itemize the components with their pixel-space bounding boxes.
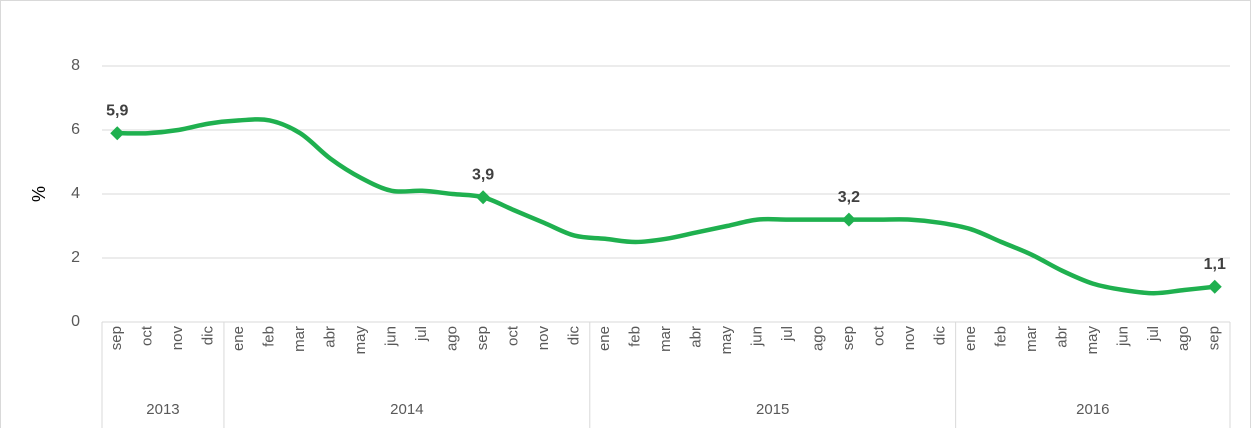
x-tick-label: may bbox=[352, 326, 369, 355]
x-tick-label: ene bbox=[596, 326, 613, 351]
y-axis-label: % bbox=[29, 186, 49, 202]
x-tick-label: dic bbox=[931, 326, 948, 346]
x-tick-label: feb bbox=[261, 326, 278, 347]
x-tick-label: mar bbox=[1023, 326, 1040, 352]
y-tick-label: 8 bbox=[71, 57, 80, 74]
x-tick-label: nov bbox=[901, 326, 918, 351]
x-tick-label: ago bbox=[444, 326, 461, 351]
x-tick-label: jun bbox=[748, 326, 765, 347]
x-tick-label: oct bbox=[505, 325, 522, 346]
x-tick-label: jul bbox=[413, 326, 430, 342]
x-tick-label: jun bbox=[383, 326, 400, 347]
marker bbox=[841, 212, 856, 227]
line bbox=[117, 117, 1215, 296]
x-tick-label: may bbox=[718, 326, 735, 355]
x-tick-label: jun bbox=[1114, 326, 1131, 347]
data-label: 1,1 bbox=[1204, 256, 1226, 273]
x-group-label: 2015 bbox=[756, 401, 789, 418]
y-tick-label: 0 bbox=[71, 313, 80, 330]
x-tick-label: jul bbox=[779, 326, 796, 342]
x-tick-label: may bbox=[1084, 326, 1101, 355]
data-label: 5,9 bbox=[106, 102, 128, 119]
x-tick-label: mar bbox=[657, 326, 674, 352]
x-tick-label: sep bbox=[1206, 326, 1223, 350]
x-tick-label: abr bbox=[1053, 326, 1070, 348]
x-tick-label: ene bbox=[962, 326, 979, 351]
marker bbox=[476, 190, 491, 205]
y-tick-label: 4 bbox=[71, 185, 80, 202]
x-tick-label: oct bbox=[139, 325, 156, 346]
x-group-label: 2014 bbox=[390, 401, 423, 418]
x-tick-label: ago bbox=[809, 326, 826, 351]
x-tick-label: sep bbox=[840, 326, 857, 350]
x-tick-label: mar bbox=[291, 326, 308, 352]
data-label: 3,2 bbox=[838, 189, 860, 206]
x-tick-label: nov bbox=[535, 326, 552, 351]
x-tick-label: feb bbox=[992, 326, 1009, 347]
x-group-label: 2016 bbox=[1076, 401, 1109, 418]
x-tick-label: dic bbox=[566, 326, 583, 346]
x-tick-label: ago bbox=[1175, 326, 1192, 351]
x-tick-label: abr bbox=[322, 326, 339, 348]
data-label: 3,9 bbox=[472, 166, 494, 183]
marker bbox=[1207, 279, 1222, 294]
x-tick-label: oct bbox=[870, 325, 887, 346]
x-tick-label: sep bbox=[108, 326, 125, 350]
x-tick-label: nov bbox=[169, 326, 186, 351]
marker bbox=[110, 126, 125, 141]
x-tick-label: jul bbox=[1145, 326, 1162, 342]
x-tick-label: feb bbox=[626, 326, 643, 347]
y-tick-label: 2 bbox=[71, 249, 80, 266]
x-group-label: 2013 bbox=[146, 401, 179, 418]
x-tick-label: ene bbox=[230, 326, 247, 351]
x-tick-label: abr bbox=[687, 326, 704, 348]
x-tick-label: dic bbox=[200, 326, 217, 346]
x-tick-label: sep bbox=[474, 326, 491, 350]
y-tick-label: 6 bbox=[71, 121, 80, 138]
